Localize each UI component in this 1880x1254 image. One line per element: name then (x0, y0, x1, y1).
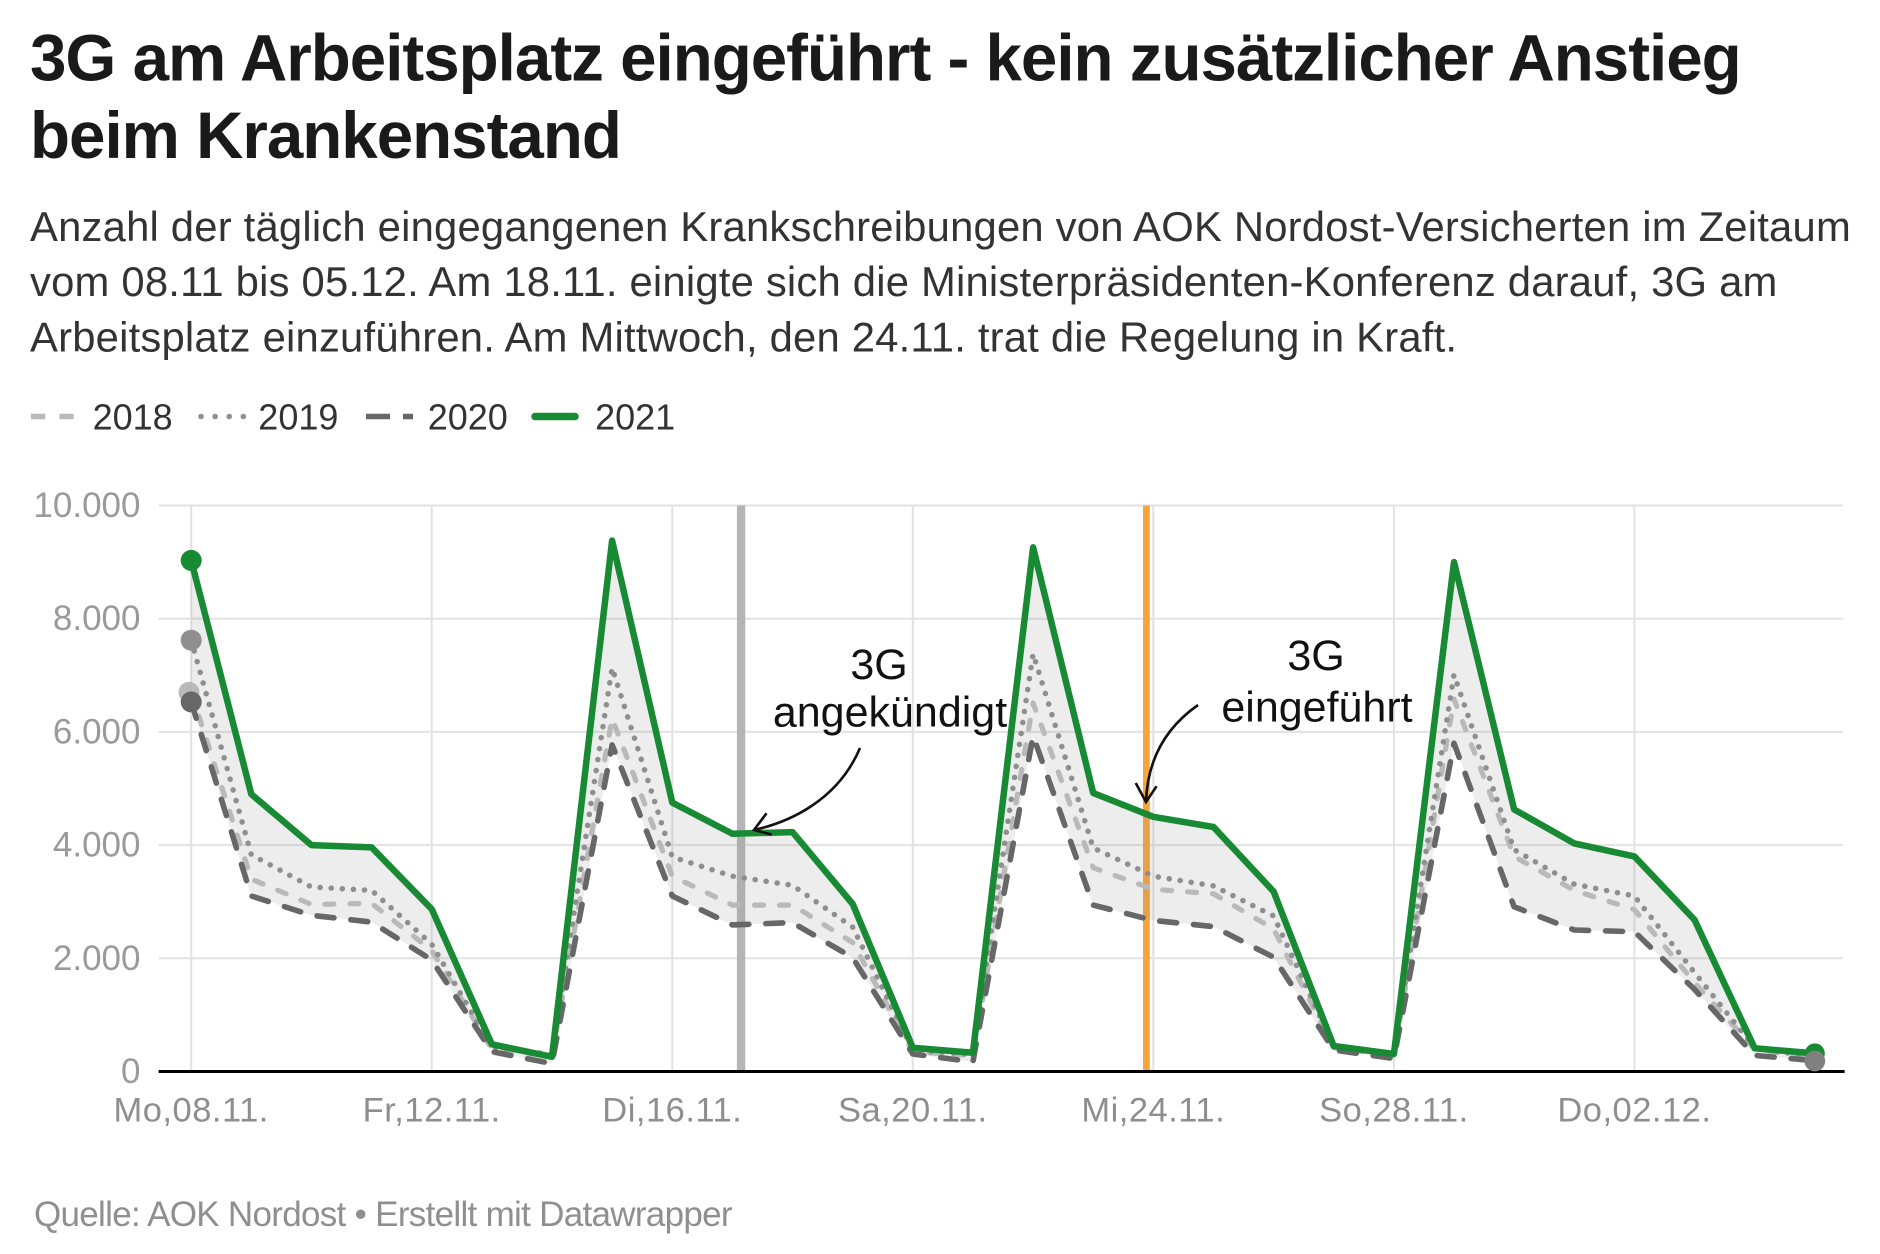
svg-text:beim Krankenstand: beim Krankenstand (30, 99, 621, 172)
svg-text:6.000: 6.000 (53, 712, 141, 751)
svg-text:3G am Arbeitsplatz eingeführt: 3G am Arbeitsplatz eingeführt - kein zus… (30, 21, 1741, 94)
svg-text:So,28.11.: So,28.11. (1319, 1091, 1469, 1129)
svg-text:3G: 3G (850, 641, 907, 689)
svg-text:eingeführt: eingeführt (1221, 683, 1412, 731)
svg-text:0: 0 (121, 1052, 140, 1091)
svg-text:2.000: 2.000 (53, 939, 141, 978)
svg-text:2018: 2018 (93, 397, 173, 438)
svg-text:Quelle: AOK Nordost • Erstellt: Quelle: AOK Nordost • Erstellt mit Dataw… (34, 1195, 733, 1234)
svg-text:Di,16.11.: Di,16.11. (602, 1091, 742, 1129)
svg-text:4.000: 4.000 (53, 826, 141, 865)
svg-text:3G: 3G (1287, 632, 1344, 680)
svg-text:Arbeitsplatz einzuführen. Am M: Arbeitsplatz einzuführen. Am Mittwoch, d… (30, 313, 1457, 360)
svg-text:8.000: 8.000 (53, 599, 141, 638)
svg-text:Sa,20.11.: Sa,20.11. (838, 1091, 988, 1129)
svg-text:2021: 2021 (595, 397, 675, 438)
svg-text:Do,02.12.: Do,02.12. (1557, 1091, 1711, 1129)
svg-text:Mo,08.11.: Mo,08.11. (114, 1091, 269, 1129)
svg-text:angekündigt: angekündigt (773, 688, 1007, 736)
svg-text:Mi,24.11.: Mi,24.11. (1081, 1091, 1225, 1129)
svg-text:vom 08.11 bis 05.12. Am 18.11.: vom 08.11 bis 05.12. Am 18.11. einigte s… (30, 258, 1778, 305)
svg-text:Anzahl der täglich eingegangen: Anzahl der täglich eingegangenen Kranksc… (30, 203, 1851, 250)
svg-text:10.000: 10.000 (33, 486, 140, 525)
svg-text:2019: 2019 (258, 397, 338, 438)
svg-text:2020: 2020 (428, 397, 508, 438)
svg-text:Fr,12.11.: Fr,12.11. (363, 1091, 501, 1129)
